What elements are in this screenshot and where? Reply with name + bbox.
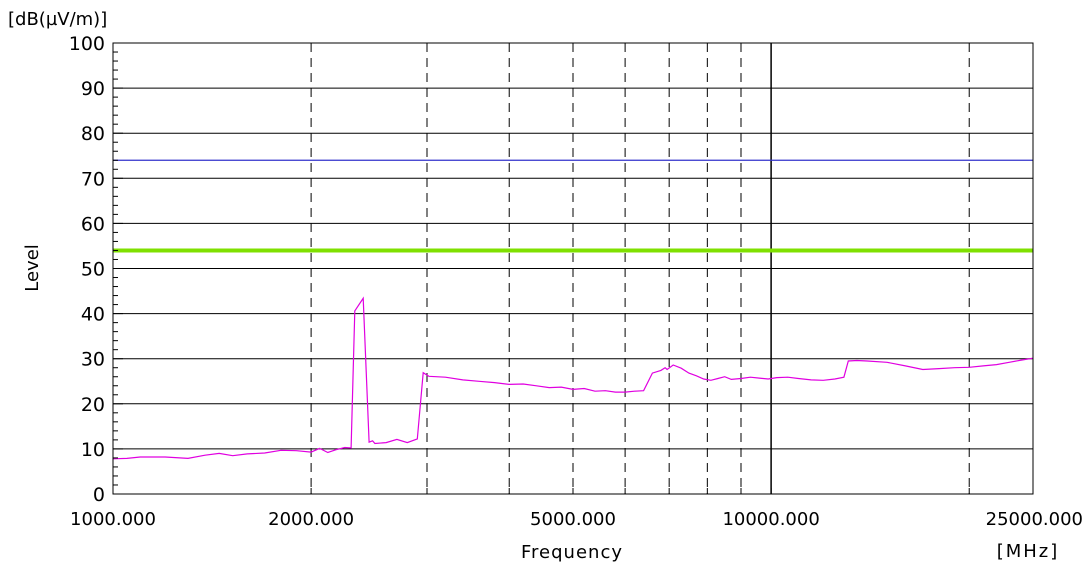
y-tick-label: 100 — [69, 33, 105, 55]
series-line — [112, 296, 1034, 460]
x-tick-label: 5000.000 — [530, 509, 616, 530]
y-axis-ticks: 0 10 20 30 40 50 60 70 80 90 100 — [69, 33, 123, 506]
y-tick-label: 60 — [81, 213, 105, 235]
x-axis-title: Frequency — [521, 542, 623, 563]
y-tick-label: 90 — [81, 78, 105, 100]
y-tick-label: 10 — [81, 439, 105, 461]
series-layer — [112, 296, 1034, 460]
y-tick-label: 50 — [81, 259, 105, 281]
y-tick-label: 0 — [93, 484, 105, 506]
x-tick-label: 2000.000 — [268, 509, 354, 530]
y-tick-label: 20 — [81, 394, 105, 416]
y-tick-label: 40 — [81, 304, 105, 326]
x-tick-label: 10000.000 — [722, 509, 819, 530]
y-tick-label: 80 — [81, 123, 105, 145]
y-axis-title: Level — [22, 244, 43, 292]
y-unit-label: [dB(µV/m)] — [8, 9, 107, 30]
x-tick-label: 25000.000 — [986, 509, 1083, 530]
x-unit-label: [MHz] — [997, 541, 1060, 562]
limit-lines — [113, 159, 1033, 253]
y-tick-label: 30 — [81, 349, 105, 371]
grid-layer — [113, 43, 1033, 494]
x-axis-ticks: 1000.000 2000.000 5000.000 10000.000 25000.0… — [70, 488, 1083, 530]
y-tick-label: 70 — [81, 168, 105, 190]
x-tick-label: 1000.000 — [70, 509, 156, 530]
